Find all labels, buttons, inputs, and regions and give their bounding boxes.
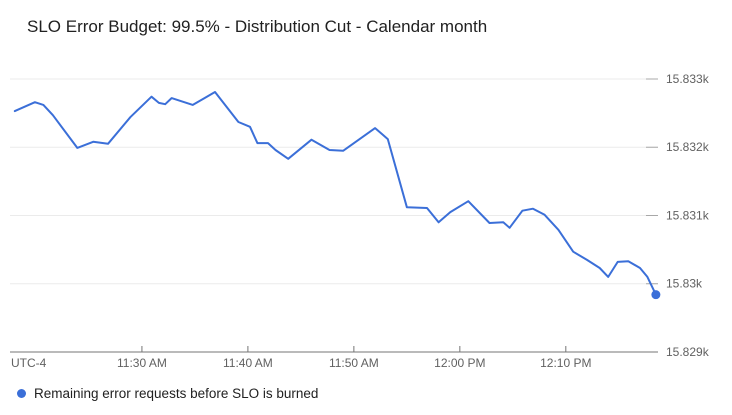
y-tick-label: 15.831k <box>666 208 710 222</box>
x-tick-label: 12:00 PM <box>434 356 485 370</box>
legend: Remaining error requests before SLO is b… <box>17 386 318 401</box>
x-tick-label: 11:30 AM <box>117 356 167 370</box>
x-tick-label: 12:10 PM <box>540 356 591 370</box>
y-tick-label: 15.83k <box>666 277 703 291</box>
legend-series-dot-icon <box>17 389 26 398</box>
y-tick-label: 15.832k <box>666 140 710 154</box>
timezone-label: UTC-4 <box>11 356 47 370</box>
series-line <box>13 91 657 296</box>
x-tick-label: 11:40 AM <box>223 356 273 370</box>
legend-series-label: Remaining error requests before SLO is b… <box>34 386 319 401</box>
y-tick-label: 15.829k <box>666 345 710 359</box>
y-tick-label: 15.833k <box>666 72 710 86</box>
series-end-dot <box>651 290 661 300</box>
chart-title: SLO Error Budget: 99.5% - Distribution C… <box>27 17 488 36</box>
x-tick-label: 11:50 AM <box>329 356 379 370</box>
